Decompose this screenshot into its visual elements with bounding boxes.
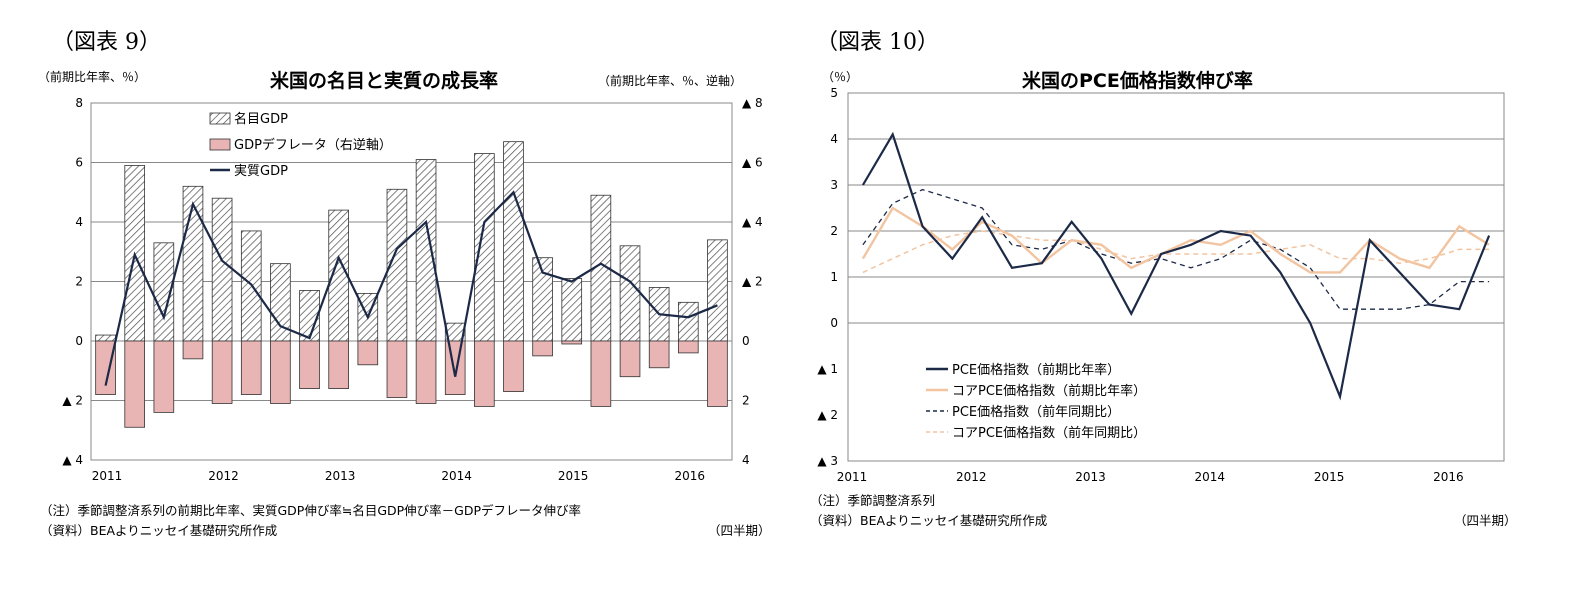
gdp-deflator-bar xyxy=(153,340,175,413)
gdp-deflator-bar xyxy=(386,340,408,398)
figure-9-label: （図表 9） xyxy=(52,30,161,55)
nominal-gdp-bar xyxy=(474,153,495,342)
chart2-quarter-label: （四半期） xyxy=(1454,513,1517,528)
chart1-title: 米国の名目と実質の成長率 xyxy=(270,70,499,92)
chart2-note: （注）季節調整済系列 xyxy=(810,493,936,508)
nominal-gdp-bar xyxy=(619,245,641,342)
gdp-deflator-bar xyxy=(124,340,146,428)
chart2-legend: PCE価格指数（前期比年率） コアPCE価格指数（前期比年率） PCE価格指数（前年… xyxy=(926,362,1146,441)
chart2-ytick: ▲ 3 xyxy=(817,454,838,468)
chart1-xtick: 2013 xyxy=(325,469,356,483)
gdp-deflator-bar xyxy=(182,340,204,360)
chart1-ytick-right: ▲ 4 xyxy=(742,215,763,229)
chart2-ytick: 5 xyxy=(830,86,838,100)
chart2-ytick: 2 xyxy=(830,224,838,238)
chart1-xtick: 2014 xyxy=(441,469,472,483)
legend-label-3: コアPCE価格指数（前年同期比） xyxy=(952,425,1146,441)
chart1-quarter-label: （四半期） xyxy=(708,523,771,538)
chart1-ytick-right: ▲ 2 xyxy=(742,275,763,289)
chart1-ytick-left: ▲ 2 xyxy=(62,394,83,408)
chart2-xtick: 2011 xyxy=(837,470,868,484)
chart2-title: 米国のPCE価格指数伸び率 xyxy=(1022,70,1253,92)
chart1-note: （注）季節調整済系列の前期比年率、実質GDP伸び率≒名目GDP伸び率－GDPデフ… xyxy=(40,503,582,518)
legend-gdp-deflator: GDPデフレータ（右逆軸） xyxy=(234,137,392,153)
legend-label-2: PCE価格指数（前年同期比） xyxy=(952,404,1120,420)
chart2-ytick: 4 xyxy=(830,132,838,146)
gdp-deflator-bar xyxy=(707,340,728,407)
legend-label-0: PCE価格指数（前期比年率） xyxy=(952,362,1120,378)
chart1-ytick-left: ▲ 4 xyxy=(62,453,83,467)
chart2-left-unit: （％） xyxy=(822,70,859,84)
chart1-ytick-left: 8 xyxy=(75,96,83,110)
chart2-ytick: ▲ 1 xyxy=(817,362,838,376)
gdp-deflator-bar xyxy=(95,340,116,395)
chart1-ytick-right: 2 xyxy=(742,394,750,408)
nominal-gdp-bar xyxy=(503,141,524,342)
chart2-xtick: 2014 xyxy=(1195,470,1226,484)
chart1-ytick-left: 6 xyxy=(75,156,83,170)
nominal-gdp-bar xyxy=(561,278,583,342)
legend-nominal-swatch xyxy=(209,112,231,125)
chart2-source: （資料）BEAよりニッセイ基礎研究所作成 xyxy=(810,513,1048,528)
nominal-gdp-bar xyxy=(182,185,204,342)
nominal-gdp-bar xyxy=(415,159,437,342)
chart2-ytick: ▲ 2 xyxy=(817,408,838,422)
gdp-deflator-bar xyxy=(415,340,437,404)
nominal-gdp-bar xyxy=(707,239,728,342)
chart2-xtick: 2013 xyxy=(1075,470,1106,484)
chart2-ytick: 3 xyxy=(830,178,838,192)
gdp-deflator-bar xyxy=(619,340,641,378)
legend-nominal-gdp: 名目GDP xyxy=(234,111,288,127)
nominal-gdp-bar xyxy=(95,334,116,342)
chart1-ytick-right: 4 xyxy=(742,453,750,467)
gdp-deflator-bar xyxy=(240,340,262,395)
gdp-deflator-bar xyxy=(474,340,495,407)
chart1-xtick: 2011 xyxy=(92,469,123,483)
chart1-xtick: 2016 xyxy=(674,469,705,483)
chart1-figure: ▲ 4 ▲ 2 0 2 4 6 8 4 2 0 ▲ 2 ▲ 4 ▲ 6 ▲ 8 2011 2012 2013 20… xyxy=(62,96,763,483)
chart2-ytick: 1 xyxy=(830,270,838,284)
real-gdp-line xyxy=(104,190,718,386)
gdp-deflator-bar xyxy=(357,340,379,366)
gdp-deflator-bar xyxy=(299,340,320,389)
chart1-right-unit: （前期比年率、％、逆軸） xyxy=(598,74,743,88)
pce-series-line-1 xyxy=(861,206,1490,274)
legend-label-1: コアPCE価格指数（前期比年率） xyxy=(952,383,1146,399)
gdp-deflator-bar xyxy=(211,340,233,404)
chart1-source: （資料）BEAよりニッセイ基礎研究所作成 xyxy=(40,523,278,538)
chart1-left-unit: （前期比年率、％） xyxy=(38,70,147,84)
chart1-xtick: 2015 xyxy=(558,469,589,483)
nominal-gdp-bar xyxy=(211,197,233,342)
gdp-deflator-bar xyxy=(532,340,553,357)
chart2-xtick: 2015 xyxy=(1314,470,1345,484)
figure-10-label: （図表 10） xyxy=(816,30,939,55)
gdp-deflator-bar xyxy=(648,340,670,369)
chart1-ytick-right: ▲ 6 xyxy=(742,156,763,170)
chart2-xtick: 2016 xyxy=(1433,470,1464,484)
chart1-xtick: 2012 xyxy=(208,469,239,483)
gdp-deflator-bar xyxy=(328,340,349,389)
chart2-xtick: 2012 xyxy=(956,470,987,484)
gdp-deflator-bar xyxy=(677,340,699,354)
gdp-deflator-bar xyxy=(270,340,291,404)
gdp-deflator-bar xyxy=(444,340,466,395)
chart1-legend: 名目GDP GDPデフレータ（右逆軸） 実質GDP xyxy=(209,111,392,179)
chart1-ytick-left: 0 xyxy=(75,334,83,348)
chart1-ytick-right: ▲ 8 xyxy=(742,96,763,110)
pce-series-line-0 xyxy=(861,131,1491,401)
gdp-deflator-bar xyxy=(590,340,612,407)
legend-deflator-swatch xyxy=(209,138,231,151)
gdp-deflator-bar xyxy=(561,340,583,345)
chart2-ytick: 0 xyxy=(830,316,838,330)
pce-series-line-3 xyxy=(862,230,1490,274)
nominal-gdp-bar xyxy=(677,301,699,342)
chart1-ytick-left: 4 xyxy=(75,215,83,229)
gdp-deflator-bar xyxy=(503,340,524,392)
pce-series-line-2 xyxy=(862,188,1490,310)
legend-real-gdp: 実質GDP xyxy=(234,163,288,179)
chart1-ytick-left: 2 xyxy=(75,275,83,289)
chart1-ytick-right: 0 xyxy=(742,334,750,348)
